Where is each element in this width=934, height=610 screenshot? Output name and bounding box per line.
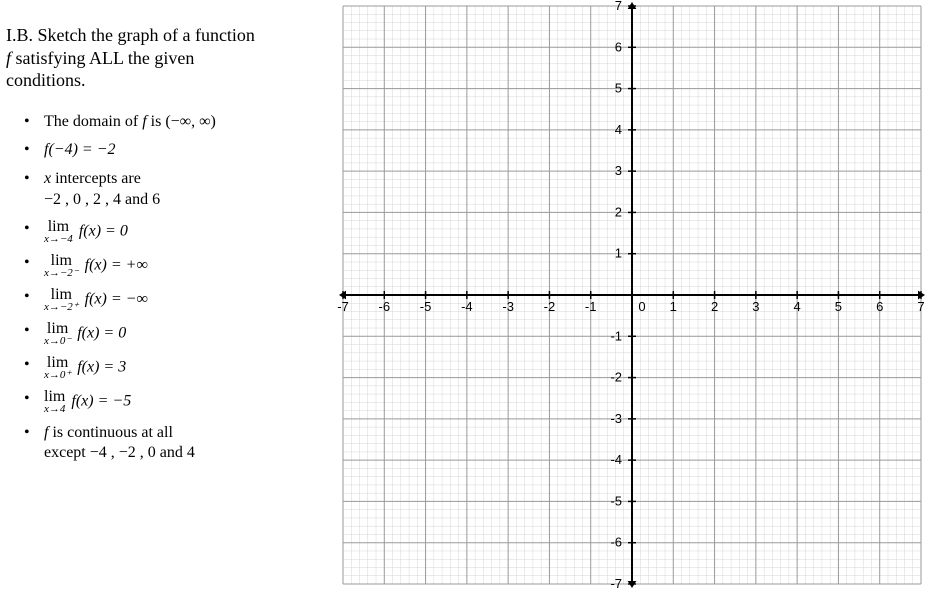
svg-text:-6: -6	[610, 535, 622, 550]
condition-xintercepts: x intercepts are −2 , 0 , 2 , 4 and 6	[44, 169, 322, 211]
lim-block: lim x→0⁺	[44, 355, 71, 381]
condition-lim-4: lim x→4 f(x) = −5	[44, 389, 322, 415]
domain-post: is (−∞, ∞)	[147, 113, 216, 130]
svg-text:5: 5	[615, 81, 622, 96]
condition-lim-0plus: lim x→0⁺ f(x) = 3	[44, 355, 322, 381]
svg-text:-6: -6	[379, 299, 391, 314]
lim-block: lim x→−2⁺	[44, 287, 79, 313]
svg-text:1: 1	[615, 246, 622, 261]
lim-sub: x→−2⁺	[44, 302, 79, 313]
title-line3: conditions.	[6, 70, 86, 90]
svg-text:-4: -4	[610, 452, 622, 467]
condition-lim-neg2minus: lim x→−2⁻ f(x) = +∞	[44, 253, 322, 279]
lim-rhs: f(x) = +∞	[85, 256, 148, 273]
svg-text:-1: -1	[610, 328, 622, 343]
svg-text:5: 5	[835, 299, 842, 314]
svg-text:2: 2	[711, 299, 718, 314]
problem-title: I.B. Sketch the graph of a function f sa…	[6, 24, 322, 92]
lim-block: lim x→−2⁻	[44, 253, 79, 279]
chart-panel: -7 -6 -5 -4 -3 -2 -1 0 1 2 3 4 5 6 7 -7 -6 -5 -4 -3 -2 -1 1 2 3 4…	[330, 0, 934, 610]
svg-text:2: 2	[615, 204, 622, 219]
svg-text:4: 4	[615, 122, 622, 137]
svg-text:3: 3	[615, 163, 622, 178]
lim-sub: x→−2⁻	[44, 268, 79, 279]
svg-text:-7: -7	[337, 299, 349, 314]
cont-except: except −4 , −2 , 0 and 4	[44, 444, 195, 461]
title-line2: satisfying ALL the given	[11, 48, 194, 68]
condition-lim-0minus: lim x→0⁻ f(x) = 0	[44, 321, 322, 347]
title-line1: I.B. Sketch the graph of a function	[6, 25, 255, 45]
svg-text:-7: -7	[610, 576, 622, 590]
condition-fneg4: f(−4) = −2	[44, 140, 322, 161]
svg-text:6: 6	[615, 39, 622, 54]
lim-rhs: f(x) = 0	[79, 222, 128, 239]
svg-text:1: 1	[670, 299, 677, 314]
cont-post: is continuous at all	[48, 424, 172, 441]
lim-rhs: f(x) = 0	[77, 324, 126, 341]
page-container: I.B. Sketch the graph of a function f sa…	[0, 0, 934, 610]
fneg4-text: f(−4) = −2	[44, 141, 116, 158]
lim-rhs: f(x) = −5	[71, 392, 131, 409]
xint-values: −2 , 0 , 2 , 4 and 6	[44, 191, 160, 208]
lim-rhs: f(x) = −∞	[85, 290, 148, 307]
condition-domain: The domain of f is (−∞, ∞)	[44, 112, 322, 133]
svg-text:-4: -4	[461, 299, 473, 314]
cartesian-grid: -7 -6 -5 -4 -3 -2 -1 0 1 2 3 4 5 6 7 -7 -6 -5 -4 -3 -2 -1 1 2 3 4…	[337, 0, 927, 590]
lim-block: lim x→4	[44, 389, 65, 415]
conditions-list: The domain of f is (−∞, ∞) f(−4) = −2 x …	[6, 112, 322, 465]
svg-text:-3: -3	[502, 299, 514, 314]
svg-text:0: 0	[638, 299, 645, 314]
svg-text:4: 4	[794, 299, 801, 314]
svg-text:-5: -5	[610, 493, 622, 508]
domain-pre: The domain of	[44, 113, 142, 130]
xint-label: intercepts are	[51, 170, 141, 187]
svg-text:3: 3	[752, 299, 759, 314]
lim-sub: x→0⁻	[44, 336, 71, 347]
lim-sub: x→−4	[44, 234, 73, 245]
svg-text:7: 7	[917, 299, 924, 314]
svg-text:7: 7	[615, 0, 622, 13]
svg-text:-5: -5	[420, 299, 432, 314]
condition-lim-neg4: lim x→−4 f(x) = 0	[44, 219, 322, 245]
svg-text:-3: -3	[610, 411, 622, 426]
lim-sub: x→0⁺	[44, 370, 71, 381]
svg-text:-2: -2	[544, 299, 556, 314]
lim-rhs: f(x) = 3	[77, 358, 126, 375]
lim-block: lim x→−4	[44, 219, 73, 245]
lim-block: lim x→0⁻	[44, 321, 71, 347]
lim-sub: x→4	[44, 404, 65, 415]
svg-text:-1: -1	[585, 299, 597, 314]
svg-text:6: 6	[876, 299, 883, 314]
condition-continuity: f is continuous at all except −4 , −2 , …	[44, 423, 322, 465]
problem-text-panel: I.B. Sketch the graph of a function f sa…	[0, 0, 330, 610]
condition-lim-neg2plus: lim x→−2⁺ f(x) = −∞	[44, 287, 322, 313]
svg-text:-2: -2	[610, 370, 622, 385]
